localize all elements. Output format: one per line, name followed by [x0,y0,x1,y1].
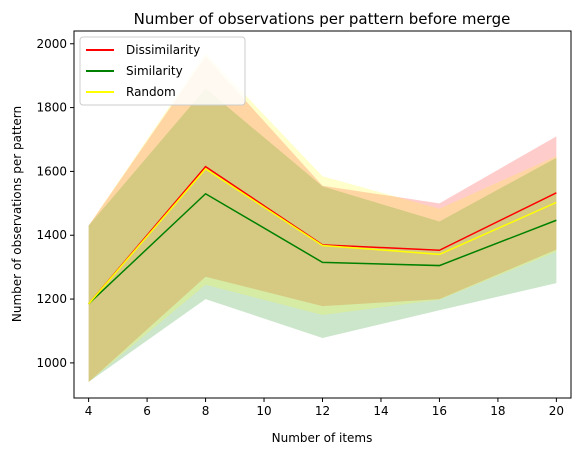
x-tick-label: 8 [202,404,210,418]
x-tick-label: 6 [143,404,151,418]
x-tick-label: 4 [85,404,93,418]
x-tick-label: 16 [432,404,447,418]
y-tick-label: 1400 [36,228,67,242]
x-tick-label: 10 [256,404,271,418]
line-similarity [88,192,557,305]
y-tick-label: 1800 [36,101,67,115]
chart-title: Number of observations per pattern befor… [134,10,511,28]
line-random [88,167,557,305]
y-tick-label: 2000 [36,37,67,51]
x-tick-label: 12 [315,404,330,418]
series-lines [88,165,557,305]
confidence-bands [88,53,557,383]
y-axis-label: Number of observations per pattern [10,106,24,322]
band-similarity [88,88,557,383]
x-axis-label: Number of items [272,431,373,445]
legend: Dissimilarity Similarity Random [79,36,246,106]
x-tick-label: 14 [373,404,388,418]
x-axis: 4 6 8 10 12 14 16 18 20 [85,398,564,418]
x-tick-label: 20 [549,404,564,418]
y-tick-label: 1000 [36,356,67,370]
legend-box [79,36,246,106]
legend-label-random: Random [126,85,176,99]
legend-label-similarity: Similarity [126,64,183,78]
band-dissimilarity [88,56,557,383]
x-tick-label: 18 [490,404,505,418]
y-tick-label: 1200 [36,292,67,306]
y-tick-label: 1600 [36,164,67,178]
band-random [88,53,557,383]
legend-label-dissimilarity: Dissimilarity [126,43,200,57]
y-axis: 1000 1200 1400 1600 1800 2000 [36,37,74,370]
